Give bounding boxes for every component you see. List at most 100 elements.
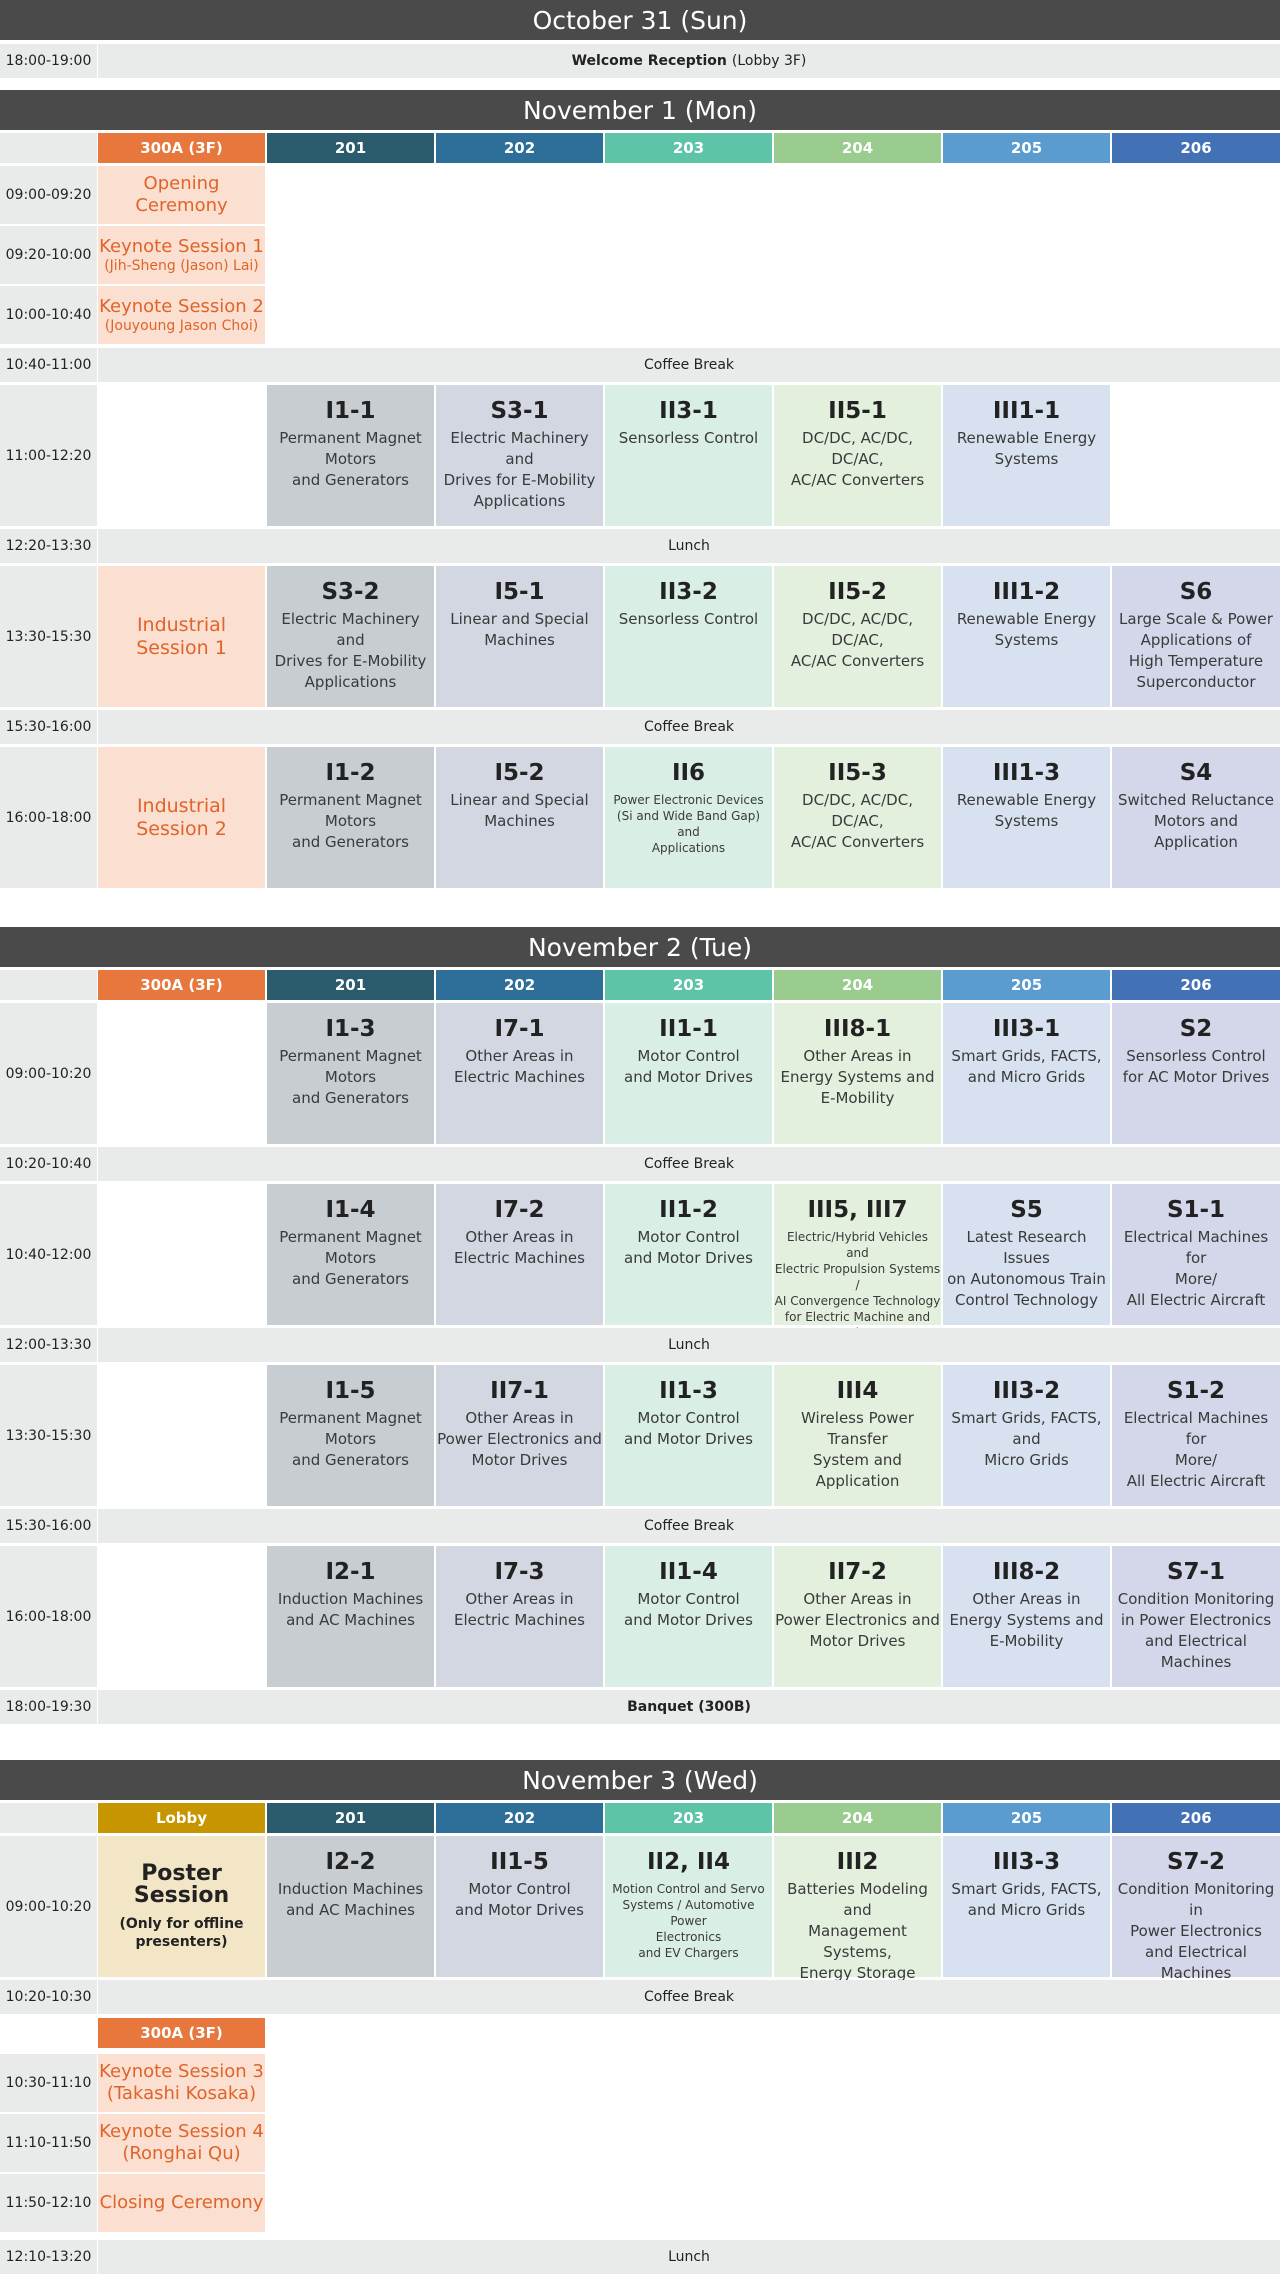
- session-code: III5, III7: [807, 1197, 908, 1223]
- keynote-speaker: (Jouyoung Jason Choi): [104, 317, 259, 334]
- room-lobby: Lobby: [98, 1803, 265, 1833]
- room-202: 202: [436, 133, 603, 163]
- session-code: I1-5: [325, 1378, 376, 1404]
- session-code: I5-1: [494, 579, 545, 605]
- session-topic: Smart Grids, FACTS, and Micro Grids: [951, 1047, 1102, 1086]
- time-cell: 10:20-10:30: [0, 1980, 97, 2014]
- session-code: I7-2: [494, 1197, 545, 1223]
- session-topic: Other Areas in Electric Machines: [454, 1590, 585, 1629]
- session-code: II5-3: [828, 760, 887, 786]
- session-cell: III5, III7 Electric/Hybrid Vehicles and …: [774, 1184, 941, 1340]
- session-code: III1-3: [992, 760, 1061, 786]
- session-code: S6: [1179, 579, 1213, 605]
- session-code: III3-1: [992, 1016, 1061, 1042]
- session-topic: Electrical Machines for More/ All Electr…: [1123, 1409, 1269, 1490]
- session-cell: II5-3 DC/DC, AC/DC, DC/AC, AC/AC Convert…: [774, 747, 941, 888]
- welcome-reception-location: (Lobby 3F): [731, 53, 807, 69]
- room-204: 204: [774, 1803, 941, 1833]
- session-topic: Other Areas in Electric Machines: [454, 1228, 585, 1267]
- keynote-session-1: Keynote Session 1 (Jih-Sheng (Jason) Lai…: [98, 226, 265, 284]
- session-cell: III1-1 Renewable Energy Systems: [943, 385, 1110, 526]
- opening-ceremony: Opening Ceremony: [98, 166, 265, 224]
- session-topic: Sensorless Control: [618, 429, 759, 447]
- session-topic: Other Areas in Power Electronics and Mot…: [437, 1409, 602, 1469]
- session-topic: Linear and Special Machines: [450, 610, 589, 649]
- banquet: Banquet (300B): [98, 1690, 1280, 1724]
- session-topic: Electric Machinery and Drives for E-Mobi…: [443, 429, 596, 510]
- session-code: II2, II4: [647, 1849, 730, 1875]
- keynote-title: Keynote Session 1: [99, 235, 264, 257]
- session-topic: DC/DC, AC/DC, DC/AC, AC/AC Converters: [790, 429, 925, 489]
- session-topic: Induction Machines and AC Machines: [277, 1590, 424, 1629]
- session-code: I2-1: [325, 1559, 376, 1585]
- time-cell: 09:00-09:20: [0, 166, 97, 224]
- closing-ceremony: Closing Ceremony: [98, 2174, 265, 2232]
- session-cell: S5 Latest Research Issues on Autonomous …: [943, 1184, 1110, 1325]
- session-code: III3-3: [992, 1849, 1061, 1875]
- room-204: 204: [774, 970, 941, 1000]
- session-cell: I2-1 Induction Machines and AC Machines: [267, 1546, 434, 1687]
- room-header-blank: [0, 133, 97, 163]
- welcome-reception: Welcome Reception (Lobby 3F): [98, 44, 1280, 78]
- session-code: S7-2: [1166, 1849, 1226, 1875]
- keynote-speaker: (Jih-Sheng (Jason) Lai): [104, 257, 259, 274]
- session-cell: S3-2 Electric Machinery and Drives for E…: [267, 566, 434, 707]
- session-code: I1-1: [325, 398, 376, 424]
- keynote-title: Keynote Session 4: [99, 2121, 264, 2142]
- time-cell: 12:10-13:20: [0, 2240, 97, 2274]
- lunch-break: Lunch: [98, 2240, 1280, 2274]
- session-code: II1-3: [659, 1378, 718, 1404]
- session-code: III1-1: [992, 398, 1061, 424]
- session-topic: Renewable Energy Systems: [956, 791, 1097, 830]
- room-203: 203: [605, 133, 772, 163]
- session-cell: III4 Wireless Power Transfer System and …: [774, 1365, 941, 1506]
- session-code: S1-1: [1166, 1197, 1226, 1223]
- session-cell: II1-4 Motor Control and Motor Drives: [605, 1546, 772, 1687]
- session-cell: S6 Large Scale & Power Applications of H…: [1112, 566, 1280, 707]
- time-cell: 18:00-19:00: [0, 44, 97, 78]
- session-code: I1-3: [325, 1016, 376, 1042]
- time-cell: 16:00-18:00: [0, 1546, 97, 1687]
- session-code: II5-1: [828, 398, 887, 424]
- room-300a: 300A (3F): [98, 970, 265, 1000]
- session-topic: Power Electronic Devices (Si and Wide Ba…: [613, 793, 764, 855]
- session-cell: III3-3 Smart Grids, FACTS, and Micro Gri…: [943, 1836, 1110, 1977]
- poster-session: Poster Session (Only for offline present…: [98, 1836, 265, 1977]
- session-topic: Latest Research Issues on Autonomous Tra…: [947, 1228, 1106, 1309]
- time-cell: 15:30-16:00: [0, 710, 97, 744]
- poster-session-note: (Only for offline presenters): [119, 1915, 244, 1950]
- session-cell: I7-2 Other Areas in Electric Machines: [436, 1184, 603, 1325]
- session-topic: Other Areas in Energy Systems and E-Mobi…: [949, 1590, 1104, 1650]
- day-header-nov2: November 2 (Tue): [0, 927, 1280, 967]
- session-cell: I5-2 Linear and Special Machines: [436, 747, 603, 888]
- session-topic: Permanent Magnet Motors and Generators: [279, 429, 422, 489]
- industrial-session-2: Industrial Session 2: [98, 747, 265, 888]
- lunch-break: Lunch: [98, 529, 1280, 563]
- time-cell: 18:00-19:30: [0, 1690, 97, 1724]
- session-code: II1-5: [490, 1849, 549, 1875]
- session-topic: Condition Monitoring in Power Electronic…: [1117, 1590, 1275, 1671]
- session-code: S3-2: [321, 579, 380, 605]
- poster-session-title: Poster Session: [133, 1860, 230, 1908]
- time-cell: 13:30-15:30: [0, 1365, 97, 1506]
- room-206: 206: [1112, 1803, 1280, 1833]
- session-cell: II5-2 DC/DC, AC/DC, DC/AC, AC/AC Convert…: [774, 566, 941, 707]
- room-header-blank: [0, 970, 97, 1000]
- session-topic: Motor Control and Motor Drives: [624, 1228, 753, 1267]
- session-cell: III3-1 Smart Grids, FACTS, and Micro Gri…: [943, 1003, 1110, 1144]
- session-topic: DC/DC, AC/DC, DC/AC, AC/AC Converters: [790, 610, 925, 670]
- session-topic: Electric/Hybrid Vehicles and Electric Pr…: [774, 1230, 941, 1340]
- keynote-session-2: Keynote Session 2 (Jouyoung Jason Choi): [98, 286, 265, 344]
- time-cell: 15:30-16:00: [0, 1509, 97, 1543]
- time-cell: 10:20-10:40: [0, 1147, 97, 1181]
- session-topic: Motor Control and Motor Drives: [455, 1880, 584, 1919]
- session-code: S4: [1179, 760, 1213, 786]
- session-topic: Electric Machinery and Drives for E-Mobi…: [274, 610, 427, 691]
- session-code: I5-2: [494, 760, 545, 786]
- session-topic: Motor Control and Motor Drives: [624, 1409, 753, 1448]
- coffee-break: Coffee Break: [98, 348, 1280, 382]
- room-300a: 300A (3F): [98, 133, 265, 163]
- session-code: S7-1: [1166, 1559, 1226, 1585]
- time-cell: 11:50-12:10: [0, 2174, 97, 2232]
- keynote-title: Keynote Session 3: [99, 2061, 264, 2082]
